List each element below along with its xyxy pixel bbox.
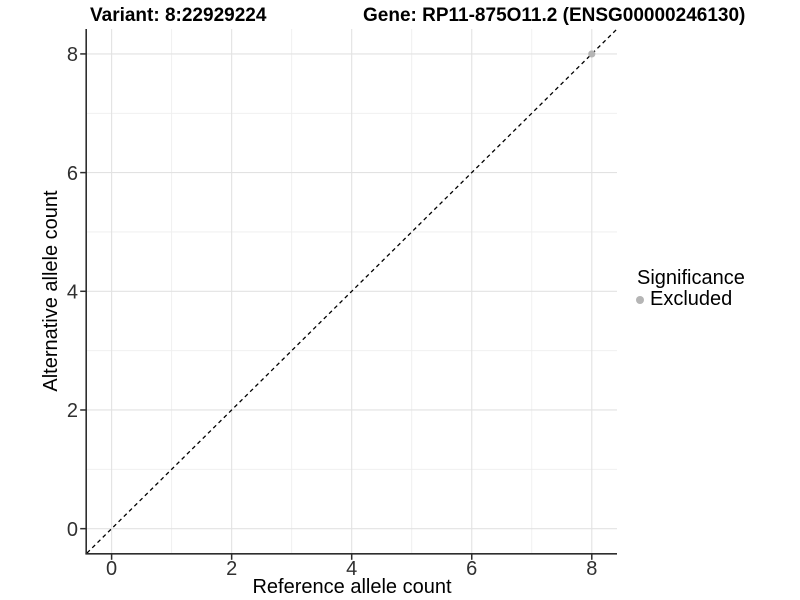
x-tick-label: 2 [226,558,237,580]
y-tick-label: 0 [67,519,78,541]
x-tick-label: 0 [106,558,117,580]
x-axis-title: Reference allele count [252,576,452,598]
identity-line [86,28,618,554]
x-tick-label: 6 [466,558,477,580]
gene-title: Gene: RP11-875O11.2 (ENSG00000246130) [363,5,746,26]
legend-entry: Excluded [636,288,745,310]
legend: Significance Excluded [636,267,745,310]
y-tick-label: 6 [67,163,78,185]
y-tick-label: 4 [67,281,78,303]
legend-title: Significance [637,267,745,289]
data-point-excluded [588,50,596,58]
y-axis-title: Alternative allele count [40,190,62,392]
legend-point-icon [636,295,644,304]
y-tick-label: 8 [67,44,78,66]
legend-entries: Excluded [636,288,745,310]
x-tick-label: 8 [586,558,597,580]
variant-title: Variant: 8:22929224 [90,5,267,26]
x-tick-label: 4 [346,558,357,580]
legend-entry-label: Excluded [650,288,733,310]
y-tick-label: 2 [67,400,78,422]
